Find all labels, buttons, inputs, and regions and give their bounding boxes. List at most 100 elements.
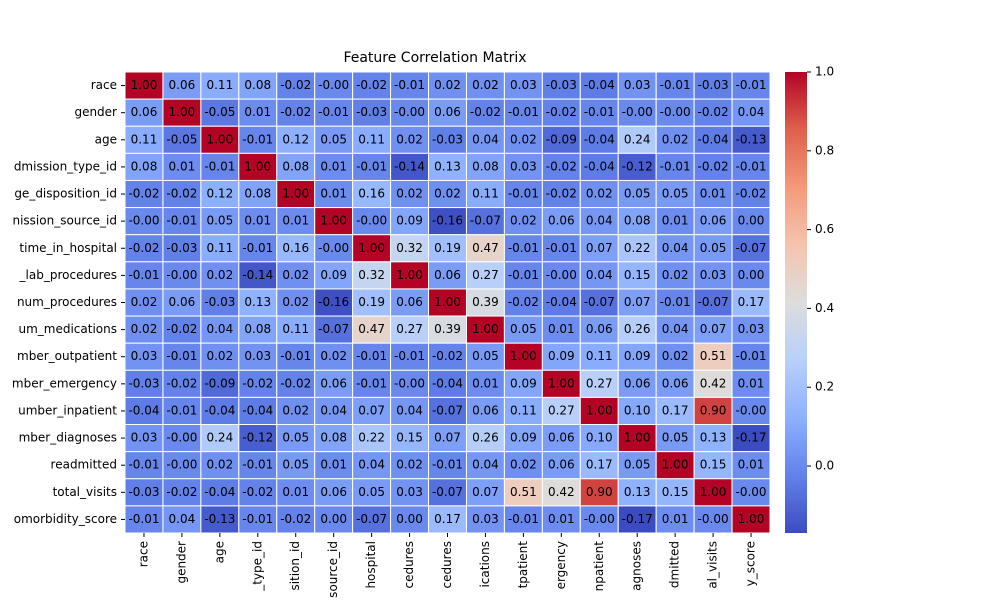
heatmap-cell	[579, 396, 619, 426]
x-tick-label: cedures	[440, 541, 454, 589]
cell-label: 1.00	[282, 187, 309, 201]
heatmap-cell	[276, 424, 316, 453]
cell-label: 0.27	[472, 268, 499, 282]
cell-label: 0.09	[396, 214, 423, 228]
cell-label: 0.08	[244, 78, 271, 92]
cell-label: 1.00	[738, 512, 765, 526]
cell-label: -0.03	[166, 241, 197, 255]
cell-label: 0.15	[624, 268, 651, 282]
cell-label: -0.00	[166, 431, 197, 445]
cell-label: 0.04	[472, 132, 499, 146]
cell-label: 0.01	[244, 214, 271, 228]
cell-label: -0.03	[432, 132, 463, 146]
cell-label: 0.17	[738, 295, 765, 309]
heatmap-cell	[238, 207, 278, 236]
heatmap-cell	[465, 71, 505, 100]
heatmap-cell	[465, 179, 505, 209]
heatmap-cell	[731, 396, 771, 426]
cell-label: -0.02	[242, 485, 273, 499]
heatmap-cell	[390, 451, 430, 480]
cell-label: 0.04	[738, 105, 765, 119]
cell-label: 0.06	[662, 376, 689, 390]
heatmap-cell	[731, 369, 771, 398]
cell-label: 0.01	[320, 458, 347, 472]
cell-label: -0.00	[546, 268, 577, 282]
colorbar	[785, 72, 807, 533]
cell-label: 0.01	[320, 159, 347, 173]
x-tick-label: age	[212, 541, 226, 563]
y-tick-label: _lab_procedures	[19, 268, 117, 282]
x-tick-label: _type_id	[250, 541, 264, 592]
heatmap-cell	[579, 315, 619, 344]
cell-label: 0.47	[358, 322, 385, 336]
heatmap-cell	[465, 261, 505, 290]
cell-label: 0.02	[131, 295, 158, 309]
cell-label: 0.06	[548, 458, 575, 472]
heatmap-cell	[465, 207, 505, 236]
cell-label: 0.02	[131, 322, 158, 336]
cell-label: 0.01	[700, 187, 727, 201]
heatmap-cell	[276, 478, 316, 507]
cell-label: 0.03	[700, 268, 727, 282]
cell-label: -0.13	[735, 132, 766, 146]
cell-label: -0.02	[128, 241, 159, 255]
cell-label: -0.01	[242, 132, 273, 146]
cell-label: 0.01	[738, 458, 765, 472]
cell-label: 0.51	[510, 485, 537, 499]
heatmap-cell	[541, 396, 581, 426]
heatmap-cell	[579, 207, 619, 236]
heatmap-cell	[162, 369, 202, 398]
cell-label: 0.47	[472, 241, 499, 255]
heatmap-cell	[238, 98, 278, 127]
cell-label: 0.05	[472, 349, 499, 363]
cell-label: -0.02	[166, 187, 197, 201]
cell-label: 0.07	[624, 295, 651, 309]
x-tick-label: race	[136, 541, 150, 567]
heatmap-cell	[617, 98, 657, 127]
cell-label: 1.00	[320, 214, 347, 228]
cell-label: -0.07	[432, 485, 463, 499]
cell-label: 1.00	[662, 458, 689, 472]
cell-label: 0.03	[510, 78, 537, 92]
cell-label: -0.01	[242, 512, 273, 526]
cell-label: 1.00	[586, 403, 613, 417]
cell-label: 0.04	[358, 458, 385, 472]
cell-label: 0.00	[738, 268, 765, 282]
cell-label: -0.01	[128, 268, 159, 282]
heatmap-cell	[693, 505, 733, 534]
heatmap-cell	[541, 505, 581, 534]
heatmap-cell	[200, 478, 240, 507]
cell-label: 0.02	[434, 78, 461, 92]
cell-label: 0.19	[434, 241, 461, 255]
cell-label: 0.02	[586, 187, 613, 201]
heatmap-cell	[276, 98, 316, 127]
heatmap-cell	[162, 98, 202, 127]
x-tick-label: gender	[174, 541, 188, 584]
y-tick-label: mber_outpatient	[17, 349, 117, 363]
heatmap-cell	[352, 261, 392, 290]
cell-label: 0.02	[320, 349, 347, 363]
heatmap-cell	[428, 261, 467, 290]
cell-label: 0.07	[358, 403, 385, 417]
cell-label: 0.09	[320, 268, 347, 282]
cell-label: -0.00	[394, 105, 425, 119]
cell-label: 1.00	[358, 241, 385, 255]
x-tick-label: npatient	[592, 541, 606, 592]
cell-label: 0.02	[206, 458, 233, 472]
heatmap-cell	[655, 424, 695, 453]
cell-label: 0.12	[206, 187, 233, 201]
heatmap-cell	[655, 125, 695, 154]
cell-label: 0.01	[282, 485, 309, 499]
cell-label: -0.03	[546, 78, 577, 92]
cell-label: 0.05	[624, 458, 651, 472]
cell-label: -0.02	[128, 187, 159, 201]
cell-label: 0.02	[206, 349, 233, 363]
cell-label: -0.00	[660, 105, 691, 119]
cell-label: 0.08	[472, 159, 499, 173]
heatmap-cell	[200, 315, 240, 344]
cell-label: -0.00	[356, 214, 387, 228]
cell-label: 0.06	[700, 214, 727, 228]
cell-label: 0.01	[662, 512, 689, 526]
heatmap-cell	[390, 396, 430, 426]
